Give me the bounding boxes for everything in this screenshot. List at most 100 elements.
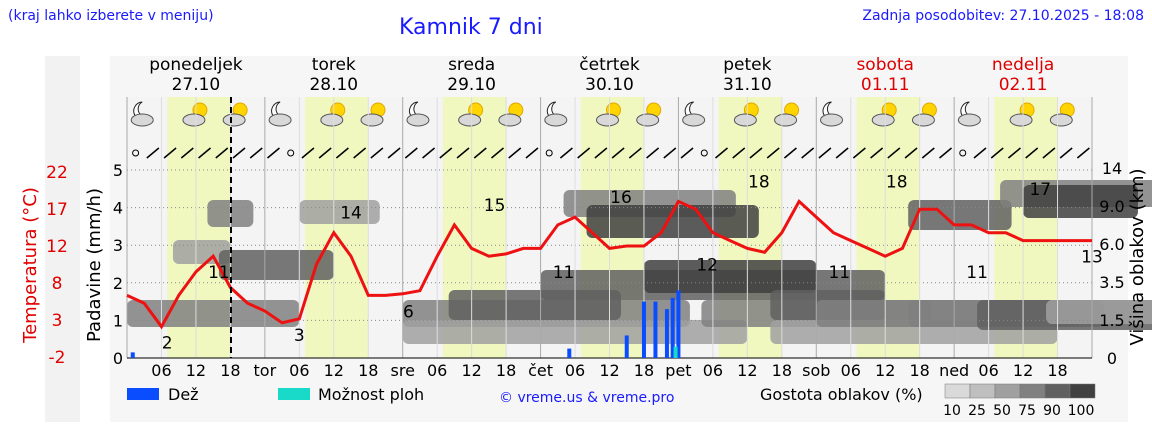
temp-tick: -2 — [49, 348, 66, 368]
wind-barb-icon — [732, 147, 746, 159]
precip-tick: 1 — [113, 311, 123, 330]
wind-barb-icon — [680, 147, 694, 159]
wind-barb-icon — [198, 147, 212, 159]
wind-barb-icon — [990, 147, 1004, 159]
moon-cloud-icon — [268, 101, 292, 127]
day-name: sobota — [856, 55, 914, 75]
showers-legend-swatch — [278, 388, 310, 400]
hour-tick: 12 — [1013, 361, 1033, 380]
temperature-label: 16 — [610, 188, 632, 208]
hour-tick: 18 — [909, 361, 929, 380]
cloud-cell — [908, 200, 1012, 230]
wind-barb-icon — [1042, 147, 1056, 159]
moon-cloud-icon — [130, 101, 154, 127]
density-swatch — [969, 383, 996, 399]
day-date: 31.10 — [723, 75, 772, 95]
last-updated: Zadnja posodobitev: 27.10.2025 - 18:08 — [862, 8, 1144, 24]
cloud-height-tick: 1.5 — [1099, 311, 1124, 330]
rain-bar — [670, 297, 675, 358]
wind-row — [132, 147, 1090, 159]
wind-barb-icon — [491, 147, 504, 159]
hour-tick: 18 — [634, 361, 654, 380]
cloud-density-layer — [127, 180, 1152, 344]
temperature-label: 18 — [886, 172, 908, 192]
temperature-label: 11 — [828, 263, 850, 283]
showers-bar — [673, 346, 678, 358]
cloud-cell — [172, 240, 231, 264]
calm-wind-icon — [545, 149, 553, 157]
wind-barb-icon — [163, 147, 177, 159]
cloud-height-tick: 3.5 — [1099, 273, 1124, 292]
day-name: sreda — [448, 55, 495, 75]
density-value: 100 — [1068, 403, 1095, 419]
wind-barb-icon — [215, 147, 229, 159]
credit: © vreme.us & vreme.pro — [499, 390, 674, 406]
wind-barb-icon — [783, 147, 797, 159]
wind-barb-icon — [852, 147, 866, 159]
wind-barb-icon — [715, 147, 728, 159]
weather-icons-row — [130, 101, 1075, 127]
day-date: 28.10 — [309, 75, 358, 95]
temperature-label: 18 — [748, 172, 770, 192]
precip-axis-ticks: 0 1 2 3 4 5 — [113, 161, 123, 368]
sun-cloud-icon — [498, 102, 524, 127]
calm-wind-icon — [287, 149, 295, 157]
rain-bar — [664, 309, 669, 358]
hour-tick: 18 — [496, 361, 516, 380]
wind-barb-icon — [663, 147, 677, 159]
sun-cloud-icon — [1049, 102, 1075, 127]
density-swatch — [994, 383, 1021, 399]
wind-barb-icon — [404, 147, 418, 159]
hour-tick: 06 — [703, 361, 723, 380]
cloud-cell — [643, 260, 817, 293]
wind-barb-icon — [559, 147, 573, 159]
hour-tick: 12 — [599, 361, 619, 380]
day-date: 27.10 — [172, 75, 221, 95]
hour-tick: 12 — [461, 361, 481, 380]
precip-tick: 2 — [113, 274, 123, 293]
precip-axis-title: Padavine (mm/h) — [84, 188, 105, 342]
temperature-label: 17 — [1029, 180, 1051, 200]
wind-barb-icon — [301, 147, 315, 159]
sun-cloud-icon — [636, 102, 662, 127]
wind-barb-icon — [628, 147, 642, 159]
hour-axis: 06 12 18 tor 06 12 18 sre 06 12 18 čet 06 12 18 pet 06 12… — [151, 361, 1067, 380]
wind-barb-icon — [335, 147, 349, 159]
day-date: 01.11 — [861, 75, 910, 95]
sun-cloud-icon — [911, 102, 937, 127]
moon-cloud-icon — [957, 101, 981, 127]
density-legend-title: Gostota oblakov (%) — [760, 385, 923, 404]
wind-barb-icon — [870, 147, 884, 159]
density-value: 50 — [993, 403, 1011, 419]
wind-barb-icon — [456, 147, 470, 159]
sun-cloud-icon — [360, 102, 386, 127]
moon-cloud-icon — [682, 101, 706, 127]
density-swatch — [944, 383, 971, 399]
hour-tick: 18 — [772, 361, 792, 380]
cloud-height-tick: 9.0 — [1099, 197, 1124, 216]
left-axis-panel — [45, 56, 80, 422]
wind-barb-icon — [835, 147, 849, 159]
wind-barb-icon — [146, 147, 160, 159]
wind-barb-icon — [1059, 147, 1073, 159]
wind-barb-icon — [594, 147, 608, 159]
cloud-height-tick: 0 — [1107, 349, 1117, 368]
precip-tick: 5 — [113, 161, 123, 180]
day-date: 30.10 — [585, 75, 634, 95]
wind-barb-icon — [646, 147, 660, 159]
wind-barb-icon — [353, 147, 367, 159]
hour-tick: 06 — [289, 361, 309, 380]
day-name: četrtek — [579, 55, 640, 75]
temp-tick: 8 — [52, 274, 63, 294]
rain-bar — [130, 352, 135, 358]
rain-bar — [641, 301, 646, 358]
temperature-line — [126, 199, 1092, 330]
hour-tick: sob — [802, 361, 830, 380]
hour-tick: pet — [665, 361, 691, 380]
hour-tick: 12 — [875, 361, 895, 380]
density-swatch — [1019, 383, 1046, 399]
density-swatch — [1069, 383, 1096, 399]
wind-barb-icon — [422, 147, 436, 159]
rain-bar — [676, 290, 681, 358]
